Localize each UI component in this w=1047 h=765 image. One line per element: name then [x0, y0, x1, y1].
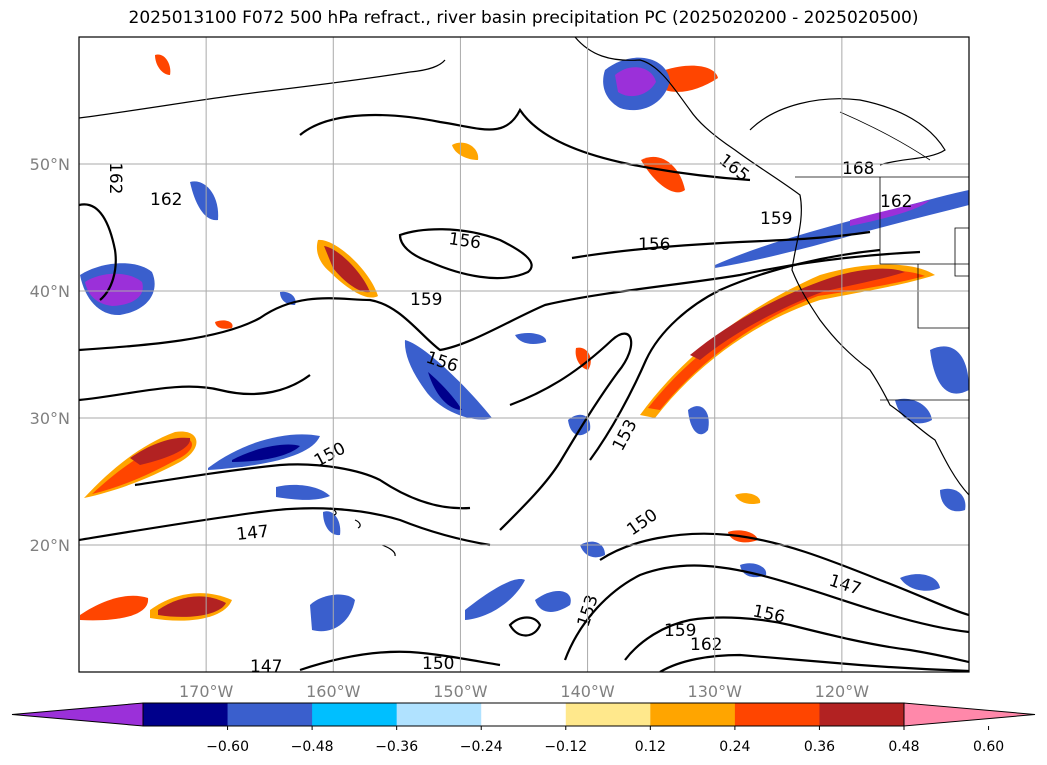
colorbar-outline [142, 702, 905, 727]
colorbar-swatch [227, 703, 313, 726]
contour-label: 162 [150, 190, 182, 210]
colorbar-swatch [312, 703, 398, 726]
latitude-labels: 50°N 40°N 30°N 20°N [30, 155, 70, 555]
contour-label: 156 [447, 229, 482, 253]
contour-label: 147 [250, 657, 282, 677]
colorbar-swatch [396, 703, 482, 726]
coastlines [79, 37, 969, 557]
colorbar-tick-label: 0.12 [635, 739, 666, 755]
lon-label: 150°W [433, 682, 488, 701]
colorbar-tick-label: −0.48 [291, 739, 334, 755]
colorbar-tick-label: 0.60 [973, 739, 1004, 755]
longitude-labels: 170°W 160°W 150°W 140°W 130°W 120°W [179, 682, 869, 701]
colorbar-swatch [565, 703, 651, 726]
refractivity-contours [79, 107, 969, 672]
colorbar-swatch [819, 703, 905, 726]
contour-label: 159 [410, 290, 442, 310]
contour-label: 162 [690, 635, 722, 655]
colorbar-tick-label: 0.24 [719, 739, 750, 755]
colorbar-extend-high [903, 702, 1036, 727]
contour-label: 147 [235, 522, 269, 545]
lon-label: 130°W [688, 682, 743, 701]
political-boundaries [795, 111, 969, 401]
contour-label: 162 [880, 192, 912, 212]
lat-label: 20°N [30, 536, 70, 555]
colorbar-swatch [143, 703, 229, 726]
contour-label: 156 [751, 601, 787, 627]
colorbar-tick-label: −0.24 [460, 739, 503, 755]
colorbar-tick-label: 0.48 [888, 739, 919, 755]
lon-label: 170°W [179, 682, 234, 701]
map-title: 2025013100 F072 500 hPa refract., river … [128, 8, 919, 28]
lon-label: 160°W [306, 682, 361, 701]
contour-label: 162 [105, 162, 125, 194]
map-plot-area: 162 162 156 159 156 150 147 156 159 162 … [79, 37, 969, 677]
colorbar-tick-label: −0.12 [544, 739, 587, 755]
contour-label: 159 [760, 209, 792, 229]
precipitation-shading [80, 54, 969, 632]
colorbar-tick-label: −0.60 [206, 739, 249, 755]
contour-label: 159 [664, 621, 696, 641]
contour-label: 147 [826, 571, 863, 600]
contour-label: 150 [623, 505, 661, 540]
colorbar-swatch [650, 703, 736, 726]
lon-label: 140°W [560, 682, 615, 701]
contour-label: 168 [842, 159, 874, 179]
gridlines [79, 37, 969, 672]
contour-label: 153 [574, 593, 603, 630]
colorbar-swatch [481, 703, 567, 726]
map-frame [78, 36, 970, 673]
contour-label: 150 [422, 654, 454, 674]
lat-label: 30°N [30, 409, 70, 428]
colorbar-extend-low [11, 702, 144, 727]
colorbar: −0.60 −0.48 −0.36 −0.24 −0.12 0.12 0.24 0.36 0.4… [11, 702, 1036, 755]
colorbar-tick-label: 0.36 [804, 739, 835, 755]
colorbar-swatch [734, 703, 820, 726]
lat-label: 50°N [30, 155, 70, 174]
colorbar-tick-label: −0.36 [375, 739, 418, 755]
contour-label: 156 [638, 235, 670, 255]
lat-label: 40°N [30, 282, 70, 301]
lon-label: 120°W [815, 682, 870, 701]
